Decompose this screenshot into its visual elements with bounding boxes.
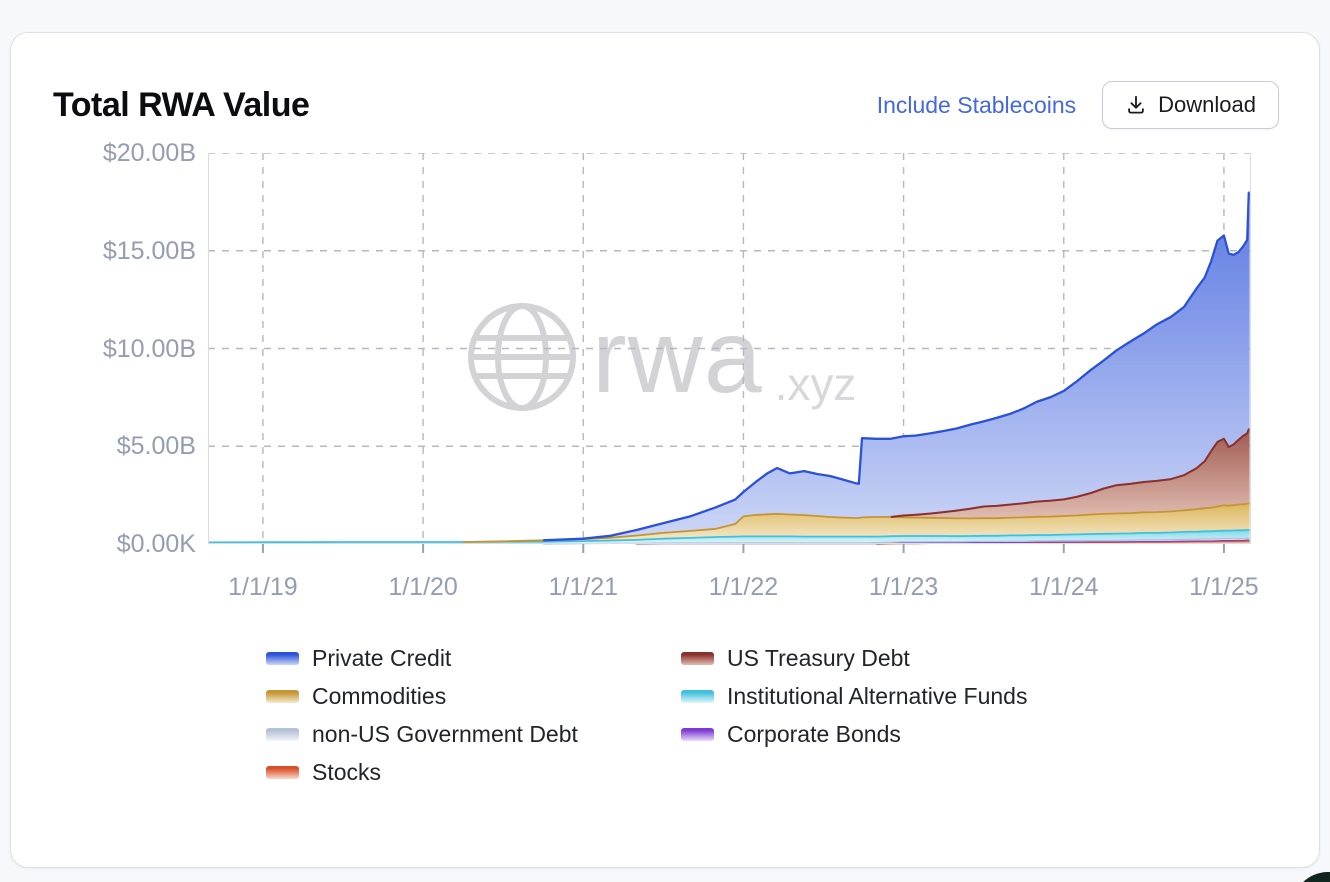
y-axis-tick-label: $10.00B (102, 334, 196, 363)
legend-swatch (266, 689, 299, 703)
stacked-area-chart (208, 153, 1251, 553)
y-axis-tick-label: $5.00B (116, 432, 196, 461)
x-axis-tick-label: 1/1/22 (708, 573, 779, 601)
legend-label: Institutional Alternative Funds (727, 682, 1028, 709)
legend-item-private-credit[interactable]: Private Credit (266, 639, 681, 677)
legend-label: Private Credit (312, 644, 452, 671)
legend-item-stocks[interactable]: Stocks (266, 753, 681, 791)
chart-plot-area[interactable]: rwa .xyz (208, 153, 1251, 553)
download-label: Download (1158, 92, 1256, 117)
download-icon (1125, 94, 1147, 116)
chart-legend: Private Credit US Treasury Debt Commoditie… (266, 639, 1027, 791)
y-axis-tick-label: $15.00B (102, 236, 196, 265)
legend-swatch (266, 727, 299, 741)
legend-swatch (681, 651, 714, 665)
page-title: Total RWA Value (53, 85, 310, 124)
legend-item-institutional-alternative-funds[interactable]: Institutional Alternative Funds (681, 677, 1027, 715)
y-axis-tick-label: $20.00B (102, 139, 196, 167)
x-axis-tick-label: 1/1/25 (1189, 573, 1259, 601)
legend-swatch (266, 651, 299, 665)
x-axis-tick-label: 1/1/21 (548, 573, 619, 601)
download-button[interactable]: Download (1102, 81, 1279, 129)
legend-label: Commodities (312, 682, 447, 709)
y-axis-tick-label: $0.00K (116, 530, 196, 558)
legend-item-corporate-bonds[interactable]: Corporate Bonds (681, 715, 1027, 753)
x-axis-tick-label: 1/1/24 (1029, 573, 1099, 601)
legend-swatch (681, 689, 714, 703)
legend-label: Corporate Bonds (727, 720, 901, 747)
legend-label: Stocks (312, 758, 382, 785)
legend-item-non-us-government-debt[interactable]: non-US Government Debt (266, 715, 681, 753)
rwa-chart-card: Total RWA Value Include Stablecoins Down… (10, 32, 1320, 868)
legend-item-us-treasury-debt[interactable]: US Treasury Debt (681, 639, 1027, 677)
legend-swatch (266, 765, 299, 779)
x-axis-tick-label: 1/1/20 (388, 573, 458, 601)
include-stablecoins-link[interactable]: Include Stablecoins (876, 91, 1077, 118)
legend-label: US Treasury Debt (727, 644, 910, 671)
legend-item-commodities[interactable]: Commodities (266, 677, 681, 715)
x-axis-tick-label: 1/1/19 (228, 573, 298, 601)
y-axis-labels: $0.00K $5.00B $10.00B $15.00B $20.00B (11, 139, 196, 558)
x-axis-tick-label: 1/1/23 (868, 573, 939, 601)
legend-label: non-US Government Debt (312, 720, 578, 747)
chat-widget[interactable] (1292, 872, 1330, 882)
x-axis-labels: 1/1/19 1/1/20 1/1/21 1/1/22 1/1/23 1/1/24 1/1/… (208, 573, 1259, 605)
card-header: Total RWA Value Include Stablecoins Down… (53, 77, 1279, 133)
legend-swatch (681, 727, 714, 741)
